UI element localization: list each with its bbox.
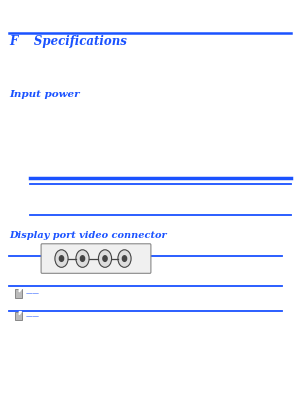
Circle shape [80, 256, 85, 261]
Polygon shape [19, 289, 22, 292]
Text: ——: —— [26, 290, 40, 296]
Text: ——: —— [26, 313, 40, 319]
Circle shape [59, 256, 64, 261]
Circle shape [76, 250, 89, 267]
Circle shape [55, 250, 68, 267]
Circle shape [103, 256, 107, 261]
Polygon shape [19, 312, 22, 315]
Text: Display port video connector: Display port video connector [9, 231, 166, 240]
FancyBboxPatch shape [15, 312, 22, 320]
FancyBboxPatch shape [15, 289, 22, 298]
Circle shape [118, 250, 131, 267]
Text: Input power: Input power [9, 91, 80, 99]
Circle shape [122, 256, 127, 261]
Text: F    Specifications: F Specifications [9, 36, 127, 48]
Circle shape [98, 250, 112, 267]
FancyBboxPatch shape [41, 244, 151, 273]
